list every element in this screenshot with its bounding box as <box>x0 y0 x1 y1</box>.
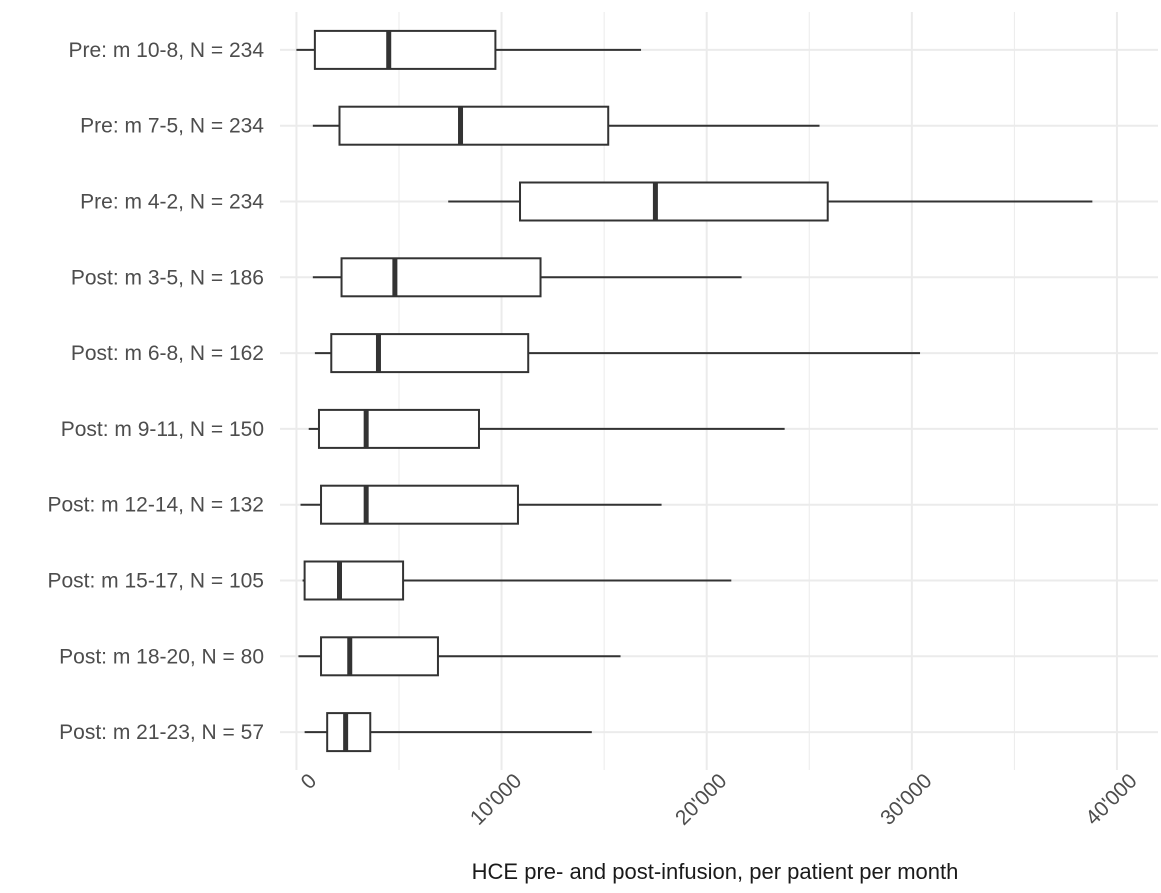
box <box>519 181 829 222</box>
category-label: Pre: m 4-2, N = 234 <box>80 191 264 214</box>
category-label: Pre: m 7-5, N = 234 <box>80 115 264 138</box>
category-label: Post: m 9-11, N = 150 <box>61 418 264 441</box>
box <box>340 257 542 298</box>
box <box>317 408 480 449</box>
category-label: Post: m 12-14, N = 132 <box>47 494 264 517</box>
category-label: Post: m 15-17, N = 105 <box>47 570 264 593</box>
tick-label-layer: 0 10'000 20'000 30'000 40'000 <box>297 769 1142 829</box>
category-label-layer: Pre: m 10-8, N = 234 Pre: m 7-5, N = 234 P… <box>47 39 264 744</box>
category-label: Post: m 6-8, N = 162 <box>71 342 264 365</box>
box <box>320 636 439 677</box>
box <box>338 105 610 146</box>
box <box>326 712 372 753</box>
box <box>313 29 497 70</box>
x-axis-title: HCE pre- and post-infusion, per patient … <box>472 859 959 884</box>
x-tick-label: 40'000 <box>1081 769 1141 829</box>
category-label: Pre: m 10-8, N = 234 <box>68 39 264 62</box>
box <box>330 333 530 374</box>
box <box>303 560 405 601</box>
category-label: Post: m 21-23, N = 57 <box>59 721 264 744</box>
box <box>320 484 519 525</box>
x-tick-label: 10'000 <box>466 769 526 829</box>
box-layer <box>296 29 1093 753</box>
category-label: Post: m 3-5, N = 186 <box>71 266 264 289</box>
x-tick-label: 20'000 <box>671 769 731 829</box>
x-tick-label: 0 <box>297 769 322 794</box>
category-label: Post: m 18-20, N = 80 <box>59 645 264 668</box>
x-tick-label: 30'000 <box>876 769 936 829</box>
